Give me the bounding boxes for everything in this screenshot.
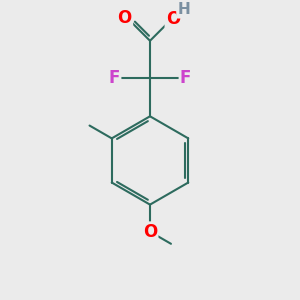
Text: H: H <box>177 2 190 17</box>
Text: F: F <box>109 69 120 87</box>
Text: O: O <box>118 9 132 27</box>
Text: F: F <box>180 69 191 87</box>
Text: O: O <box>166 10 180 28</box>
Text: O: O <box>143 223 157 241</box>
